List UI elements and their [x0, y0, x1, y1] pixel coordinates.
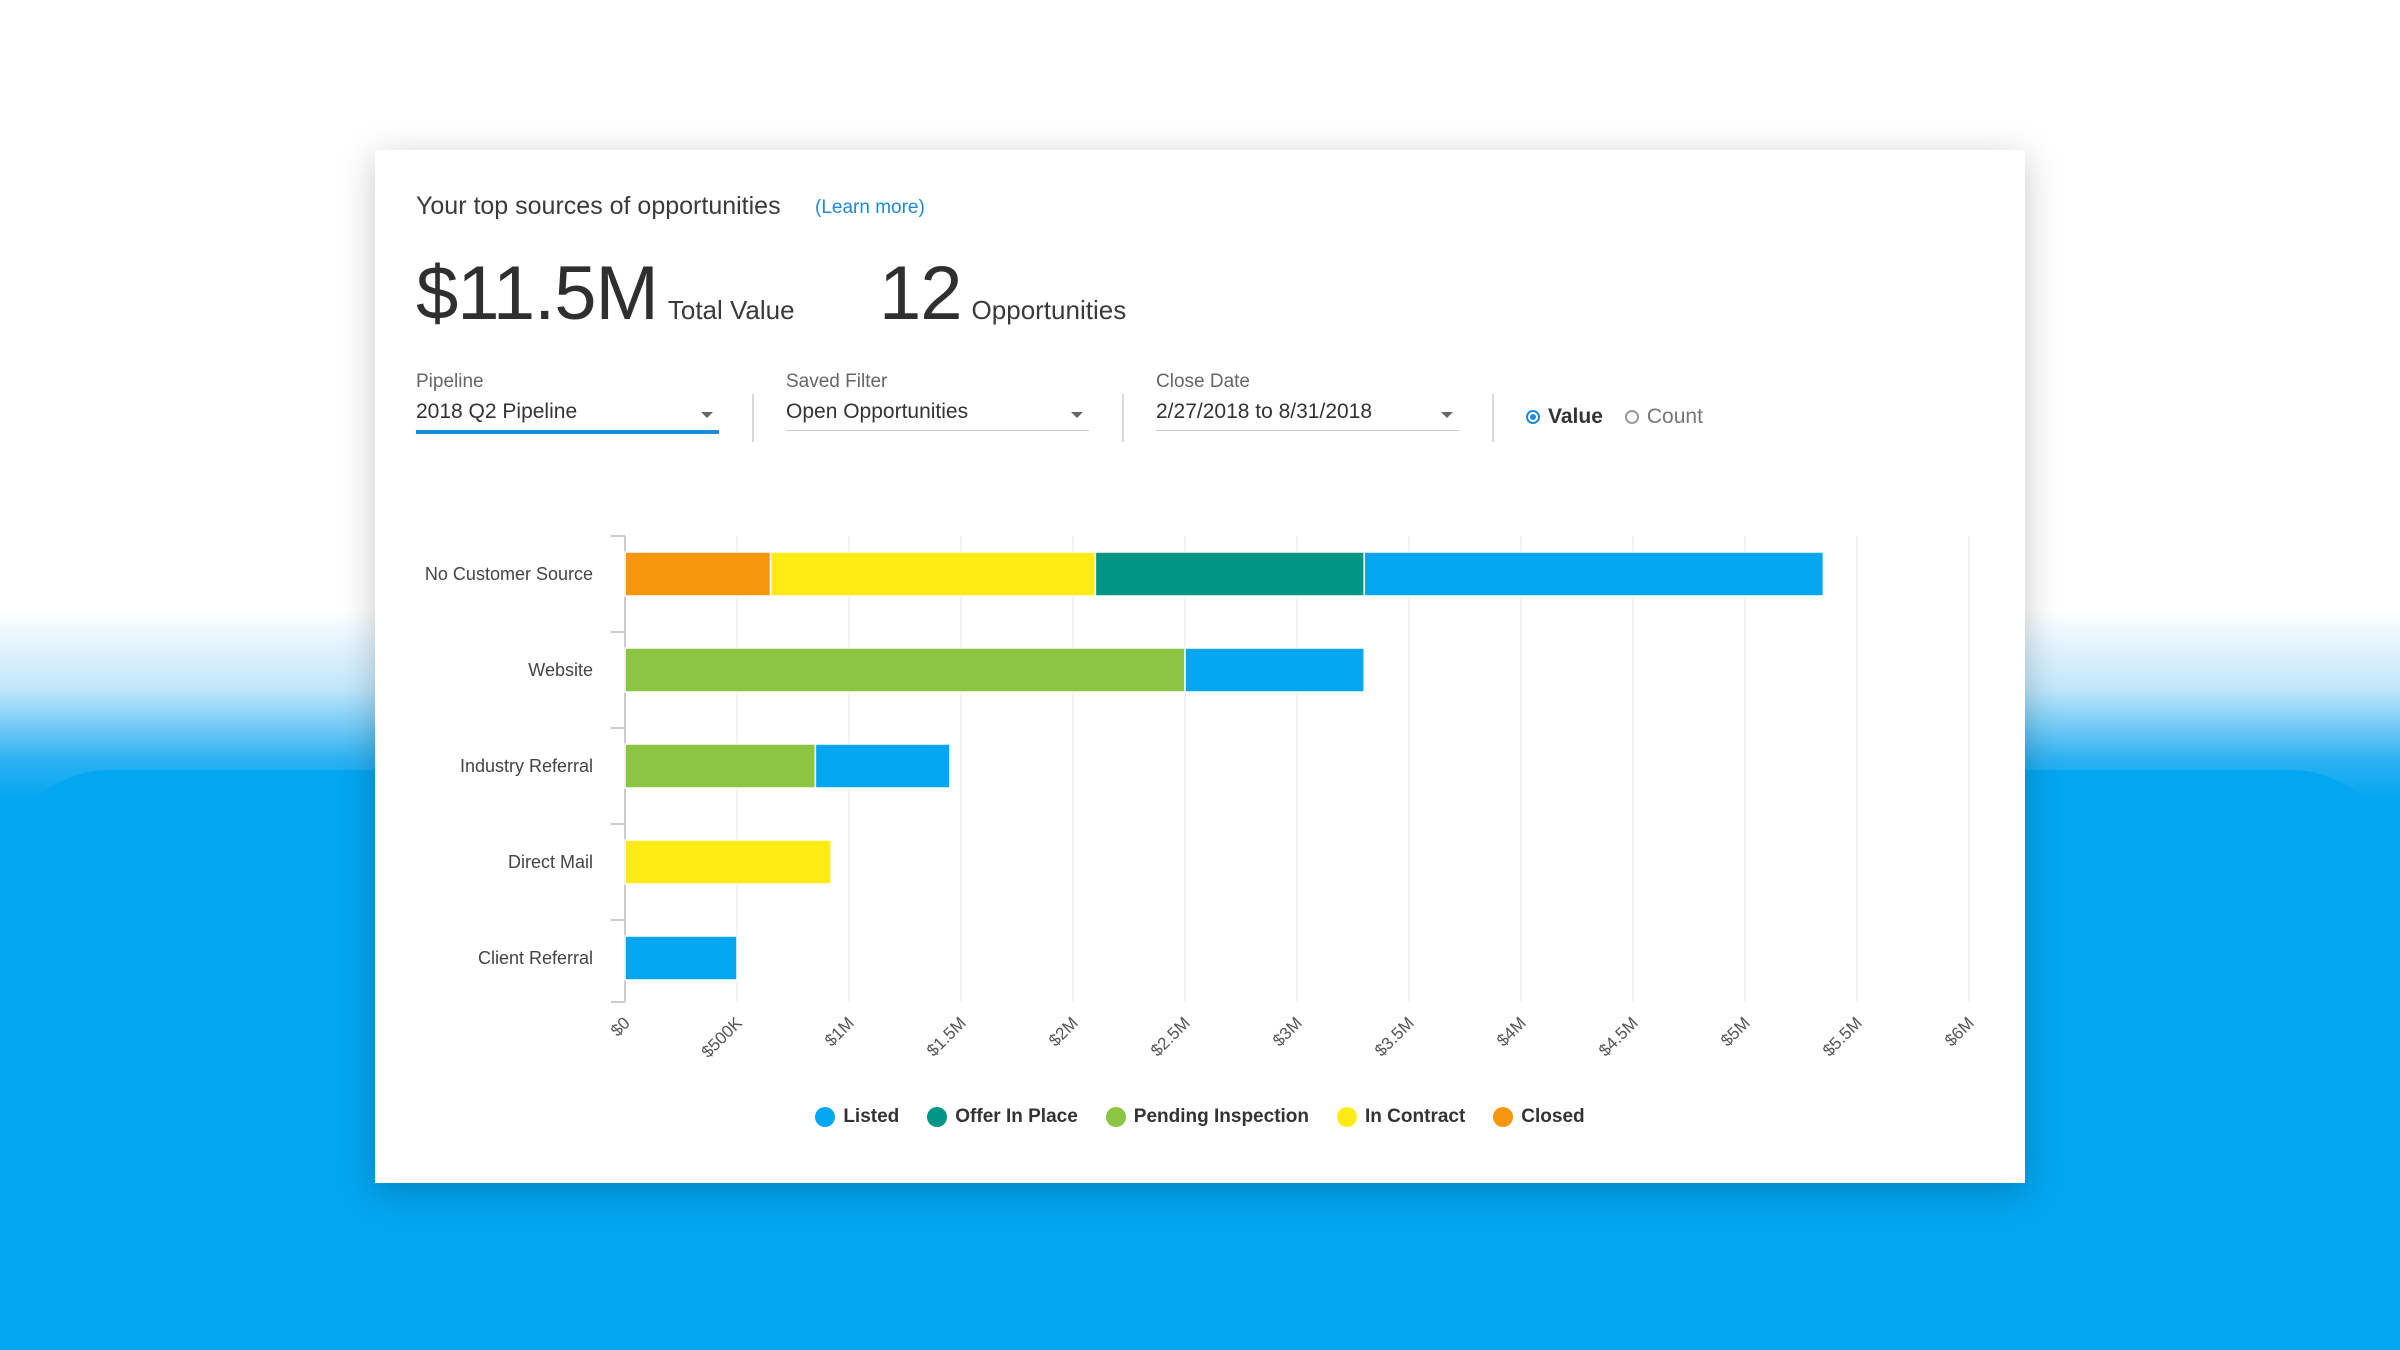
- x-tick-label: $0: [607, 1013, 634, 1040]
- bar-segment[interactable]: [624, 551, 772, 597]
- legend-item[interactable]: Pending Inspection: [1105, 1106, 1310, 1128]
- x-tick-label: $3M: [1269, 1013, 1306, 1050]
- close-date-select[interactable]: 2/27/2018 to 8/31/2018: [1156, 400, 1459, 431]
- total-value-metric: $11.5M Total Value: [416, 250, 795, 337]
- count-radio-label: Count: [1646, 405, 1703, 428]
- close-date-dropdown-caret-icon: [1441, 412, 1453, 418]
- legend-item[interactable]: Listed: [815, 1106, 899, 1128]
- x-tick-label: $4.5M: [1595, 1013, 1642, 1060]
- x-tick-label: $1.5M: [923, 1013, 970, 1060]
- bar-segment[interactable]: [624, 935, 738, 981]
- category-label: Industry Referral: [460, 756, 593, 776]
- bar-segment[interactable]: [1363, 551, 1825, 597]
- close-date-value: 2/27/2018 to 8/31/2018: [1156, 400, 1373, 423]
- category-label: Client Referral: [478, 948, 593, 968]
- legend-label: Closed: [1521, 1106, 1585, 1127]
- legend-label: Offer In Place: [955, 1106, 1078, 1127]
- category-label: Direct Mail: [508, 852, 593, 872]
- category-label: Website: [528, 660, 593, 680]
- x-tick-label: $3.5M: [1371, 1013, 1418, 1060]
- legend-item[interactable]: In Contract: [1337, 1106, 1465, 1128]
- legend-swatch: [1493, 1107, 1514, 1127]
- total-value-label: Total Value: [667, 295, 795, 325]
- close-date-field: Close Date 2/27/2018 to 8/31/2018: [1156, 371, 1459, 431]
- bar-segment[interactable]: [624, 743, 817, 789]
- opportunities-metric: 12 Opportunities: [879, 250, 1126, 337]
- saved-filter-dropdown-caret-icon: [1071, 412, 1083, 418]
- x-tick-label: $5.5M: [1819, 1013, 1866, 1060]
- value-radio-label: Value: [1548, 405, 1603, 428]
- filter-divider: [752, 394, 754, 442]
- learn-more-link[interactable]: (Learn more): [815, 197, 925, 218]
- x-tick-label: $2M: [1045, 1013, 1082, 1050]
- legend-swatch: [1105, 1107, 1126, 1127]
- value-count-toggle: Value Count: [1526, 405, 1725, 429]
- legend-swatch: [1337, 1107, 1358, 1127]
- x-tick-label: $5M: [1717, 1013, 1754, 1050]
- value-radio[interactable]: Value: [1526, 405, 1603, 429]
- bar-segment[interactable]: [1184, 647, 1365, 693]
- legend-item[interactable]: Offer In Place: [927, 1106, 1078, 1128]
- opportunity-sources-card: Your top sources of opportunities (Learn…: [375, 150, 2025, 1183]
- total-value-amount: $11.5M: [416, 251, 659, 336]
- opportunities-label: Opportunities: [971, 295, 1127, 325]
- pipeline-dropdown-caret-icon: [701, 412, 713, 418]
- card-title: Your top sources of opportunities: [416, 192, 781, 220]
- opportunities-count: 12: [879, 251, 963, 336]
- x-tick-label: $1M: [821, 1013, 858, 1050]
- pipeline-label: Pipeline: [416, 371, 484, 392]
- pipeline-field: Pipeline 2018 Q2 Pipeline: [416, 371, 719, 434]
- x-tick-label: $6M: [1941, 1013, 1978, 1050]
- legend-label: Listed: [843, 1106, 900, 1127]
- saved-filter-label: Saved Filter: [786, 371, 888, 392]
- bar-segment[interactable]: [624, 839, 832, 885]
- x-tick-label: $500K: [698, 1013, 747, 1062]
- legend-label: In Contract: [1365, 1106, 1466, 1127]
- count-radio[interactable]: Count: [1624, 405, 1703, 429]
- pipeline-value: 2018 Q2 Pipeline: [416, 400, 578, 423]
- filter-divider: [1492, 394, 1494, 442]
- saved-filter-value: Open Opportunities: [786, 400, 969, 423]
- bar-segment[interactable]: [624, 647, 1186, 693]
- legend-swatch: [815, 1107, 836, 1127]
- saved-filter-select[interactable]: Open Opportunities: [786, 400, 1089, 431]
- stacked-bar-chart: No Customer Source Website Industry Referr…: [425, 535, 1978, 1062]
- close-date-label: Close Date: [1156, 371, 1250, 392]
- saved-filter-field: Saved Filter Open Opportunities: [786, 371, 1089, 431]
- chart-legend: Listed Offer In Place Pending Inspection In…: [375, 1106, 2025, 1128]
- x-tick-label: $4M: [1493, 1013, 1530, 1050]
- radio-unchecked-icon: [1624, 410, 1639, 424]
- bar-segment[interactable]: [769, 551, 1097, 597]
- pipeline-select[interactable]: 2018 Q2 Pipeline: [416, 400, 719, 434]
- radio-checked-icon: [1526, 410, 1540, 424]
- category-label: No Customer Source: [425, 564, 593, 584]
- x-tick-label: $2.5M: [1147, 1013, 1194, 1060]
- filter-divider: [1122, 394, 1124, 442]
- bar-segment[interactable]: [814, 743, 951, 789]
- bar-segment[interactable]: [1094, 551, 1365, 597]
- legend-item[interactable]: Closed: [1493, 1106, 1585, 1128]
- legend-label: Pending Inspection: [1133, 1106, 1310, 1127]
- legend-swatch: [927, 1107, 948, 1127]
